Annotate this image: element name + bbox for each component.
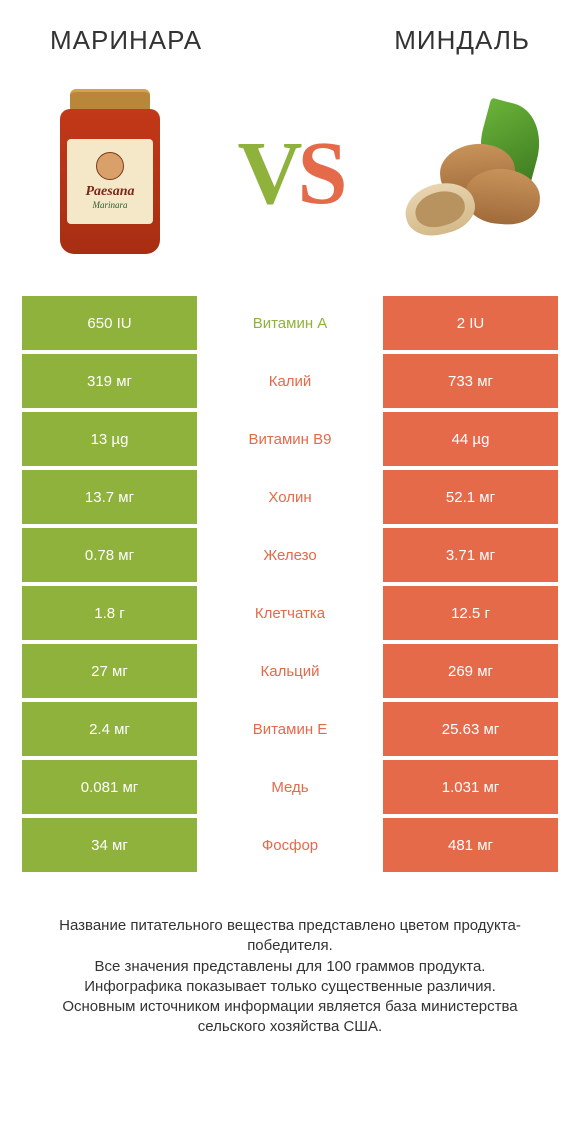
jar-sub-text: Marinara xyxy=(92,200,127,210)
right-value-cell: 12.5 г xyxy=(383,586,558,640)
images-row: Paesana Marinara VS xyxy=(0,66,580,296)
left-product-image: Paesana Marinara xyxy=(30,84,190,264)
right-value-cell: 1.031 мг xyxy=(383,760,558,814)
right-value-cell: 44 µg xyxy=(383,412,558,466)
left-value-cell: 0.081 мг xyxy=(22,760,197,814)
right-value-cell: 25.63 мг xyxy=(383,702,558,756)
vs-s-letter: S xyxy=(297,124,342,223)
right-product-title: Миндаль xyxy=(394,25,530,56)
right-value-cell: 733 мг xyxy=(383,354,558,408)
footer-line-2: Все значения представлены для 100 граммо… xyxy=(30,957,550,977)
left-value-cell: 34 мг xyxy=(22,818,197,872)
nutrient-label: Холин xyxy=(197,470,383,524)
left-product-title: Маринара xyxy=(50,25,202,56)
right-value-cell: 3.71 мг xyxy=(383,528,558,582)
nutrient-label: Клетчатка xyxy=(197,586,383,640)
almond-illustration xyxy=(390,104,550,244)
table-row: 34 мгФосфор481 мг xyxy=(22,818,558,872)
nutrient-label: Кальций xyxy=(197,644,383,698)
table-row: 0.78 мгЖелезо3.71 мг xyxy=(22,528,558,582)
table-row: 650 IUВитамин A2 IU xyxy=(22,296,558,350)
table-row: 0.081 мгМедь1.031 мг xyxy=(22,760,558,814)
jar-brand-text: Paesana xyxy=(86,184,135,200)
nutrient-label: Витамин B9 xyxy=(197,412,383,466)
left-value-cell: 0.78 мг xyxy=(22,528,197,582)
table-row: 319 мгКалий733 мг xyxy=(22,354,558,408)
jar-illustration: Paesana Marinara xyxy=(55,89,165,259)
table-row: 27 мгКальций269 мг xyxy=(22,644,558,698)
left-value-cell: 1.8 г xyxy=(22,586,197,640)
footer-line-4: Основным источником информации является … xyxy=(30,997,550,1038)
vs-v-letter: V xyxy=(237,124,297,223)
vs-label: VS xyxy=(237,122,342,225)
right-value-cell: 269 мг xyxy=(383,644,558,698)
nutrient-label: Витамин A xyxy=(197,296,383,350)
left-value-cell: 319 мг xyxy=(22,354,197,408)
table-row: 1.8 гКлетчатка12.5 г xyxy=(22,586,558,640)
right-value-cell: 52.1 мг xyxy=(383,470,558,524)
right-product-image xyxy=(390,84,550,264)
left-value-cell: 650 IU xyxy=(22,296,197,350)
nutrient-label: Калий xyxy=(197,354,383,408)
comparison-table: 650 IUВитамин A2 IU319 мгКалий733 мг13 µ… xyxy=(0,296,580,872)
right-value-cell: 481 мг xyxy=(383,818,558,872)
table-row: 13.7 мгХолин52.1 мг xyxy=(22,470,558,524)
left-value-cell: 13.7 мг xyxy=(22,470,197,524)
footer-line-1: Название питательного вещества представл… xyxy=(30,916,550,957)
footer-line-3: Инфографика показывает только существенн… xyxy=(30,977,550,997)
table-row: 13 µgВитамин B944 µg xyxy=(22,412,558,466)
nutrient-label: Медь xyxy=(197,760,383,814)
nutrient-label: Фосфор xyxy=(197,818,383,872)
right-value-cell: 2 IU xyxy=(383,296,558,350)
left-value-cell: 2.4 мг xyxy=(22,702,197,756)
nutrient-label: Витамин E xyxy=(197,702,383,756)
footer-notes: Название питательного вещества представл… xyxy=(0,876,580,1038)
table-row: 2.4 мгВитамин E25.63 мг xyxy=(22,702,558,756)
left-value-cell: 13 µg xyxy=(22,412,197,466)
nutrient-label: Железо xyxy=(197,528,383,582)
header-row: Маринара Миндаль xyxy=(0,0,580,66)
left-value-cell: 27 мг xyxy=(22,644,197,698)
